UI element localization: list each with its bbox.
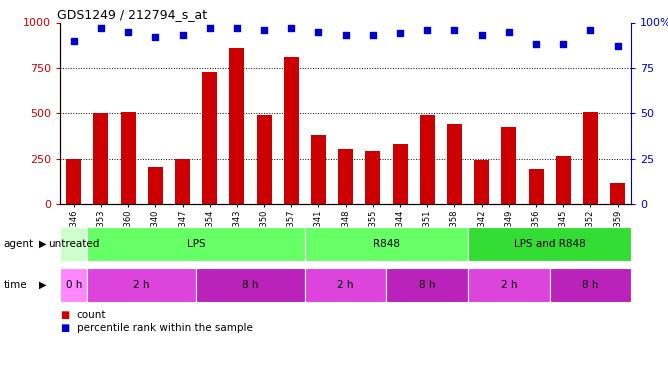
Point <box>422 27 433 33</box>
Point <box>476 32 487 38</box>
Text: 0 h: 0 h <box>65 280 82 290</box>
Text: ■: ■ <box>60 323 69 333</box>
Point <box>395 30 405 36</box>
Point <box>530 41 541 47</box>
Text: LPS and R848: LPS and R848 <box>514 239 586 249</box>
Bar <box>284 57 299 204</box>
Point <box>504 28 514 34</box>
Bar <box>338 149 353 204</box>
Text: percentile rank within the sample: percentile rank within the sample <box>77 323 253 333</box>
Bar <box>88 268 196 302</box>
Text: 2 h: 2 h <box>134 280 150 290</box>
Point <box>177 32 188 38</box>
Bar <box>528 169 544 204</box>
Point <box>96 25 106 31</box>
Text: GDS1249 / 212794_s_at: GDS1249 / 212794_s_at <box>57 8 207 21</box>
Point <box>449 27 460 33</box>
Bar <box>94 113 108 204</box>
Bar <box>393 144 407 204</box>
Bar <box>121 112 136 204</box>
Point <box>259 27 269 33</box>
Text: 2 h: 2 h <box>337 280 354 290</box>
Text: ■: ■ <box>60 310 69 320</box>
Bar <box>502 127 516 204</box>
Bar <box>420 115 435 204</box>
Point <box>613 43 623 49</box>
Point <box>232 25 242 31</box>
Bar <box>387 268 468 302</box>
Text: 2 h: 2 h <box>500 280 517 290</box>
Text: 8 h: 8 h <box>419 280 436 290</box>
Point <box>123 28 134 34</box>
Bar <box>583 112 598 204</box>
Bar <box>196 268 305 302</box>
Text: R848: R848 <box>373 239 400 249</box>
Bar <box>175 159 190 204</box>
Point <box>286 25 297 31</box>
Point <box>585 27 596 33</box>
Bar <box>474 160 489 204</box>
Text: ▶: ▶ <box>39 280 46 290</box>
Text: 8 h: 8 h <box>582 280 599 290</box>
Bar <box>556 156 570 204</box>
Bar <box>610 183 625 204</box>
Bar <box>88 227 305 261</box>
Bar <box>305 227 468 261</box>
Bar <box>229 48 244 204</box>
Bar <box>311 135 326 204</box>
Point <box>367 32 378 38</box>
Point <box>340 32 351 38</box>
Bar <box>550 268 631 302</box>
Bar <box>305 268 387 302</box>
Text: ▶: ▶ <box>39 239 46 249</box>
Text: count: count <box>77 310 106 320</box>
Text: untreated: untreated <box>48 239 100 249</box>
Bar <box>447 124 462 204</box>
Bar <box>202 72 217 204</box>
Bar <box>66 159 81 204</box>
Point <box>204 25 215 31</box>
Point <box>68 38 79 44</box>
Text: 8 h: 8 h <box>242 280 259 290</box>
Text: LPS: LPS <box>187 239 206 249</box>
Bar <box>60 227 88 261</box>
Bar <box>468 268 550 302</box>
Point <box>558 41 568 47</box>
Point <box>313 28 324 34</box>
Text: time: time <box>3 280 27 290</box>
Point <box>150 34 161 40</box>
Bar <box>60 268 88 302</box>
Text: agent: agent <box>3 239 33 249</box>
Bar <box>148 167 163 204</box>
Bar <box>365 151 380 204</box>
Bar <box>257 115 272 204</box>
Bar <box>468 227 631 261</box>
